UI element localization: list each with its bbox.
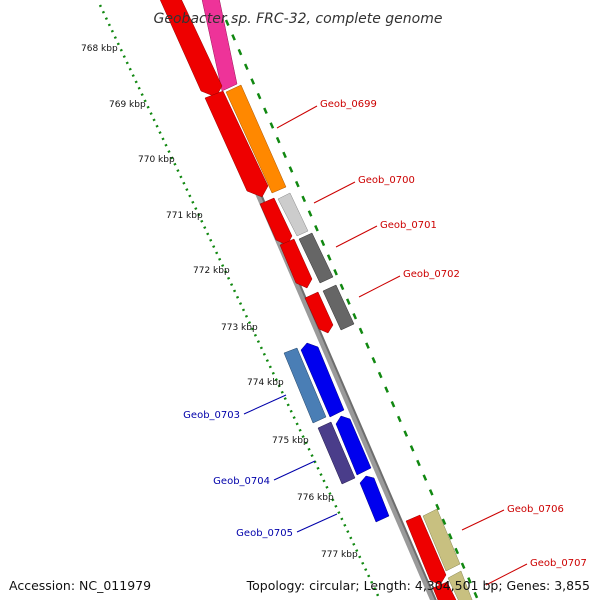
gene-label[interactable]: Geob_0703: [183, 410, 240, 421]
gene-feature[interactable]: [298, 232, 334, 284]
gene-label[interactable]: Geob_0702: [403, 269, 460, 280]
gene-feature[interactable]: [201, 0, 238, 92]
gene-label[interactable]: Geob_0700: [358, 175, 415, 186]
gene-feature[interactable]: [277, 192, 309, 237]
gene-label[interactable]: Geob_0706: [507, 504, 564, 515]
cds-feature[interactable]: [405, 514, 447, 586]
gene-feature[interactable]: [359, 475, 390, 523]
gene-feature[interactable]: [335, 415, 372, 476]
cds-feature[interactable]: [304, 291, 334, 334]
accession-text: Accession: NC_011979: [9, 578, 152, 593]
gene-label[interactable]: Geob_0707: [530, 558, 587, 569]
kbp-label: 777 kbp: [321, 550, 358, 560]
gene-feature[interactable]: [300, 342, 345, 418]
map-title: Geobacter sp. FRC-32, complete genome: [154, 11, 443, 27]
inner-tick-rail: [98, 4, 382, 600]
kbp-label: 773 kbp: [221, 323, 258, 333]
gene-feature[interactable]: [422, 508, 461, 572]
kbp-label: 770 kbp: [138, 155, 175, 165]
kbp-label: 774 kbp: [247, 378, 284, 388]
kbp-label: 772 kbp: [193, 266, 230, 276]
gene-label[interactable]: Geob_0705: [236, 528, 293, 539]
gene-feature[interactable]: [283, 347, 327, 424]
genome-summary-text: Topology: circular; Length: 4,304,501 bp…: [246, 578, 590, 593]
forward-strand-features: [201, 0, 476, 600]
cds-features: [158, 0, 457, 600]
leader-lines: [243, 105, 528, 586]
gene-label[interactable]: Geob_0699: [320, 99, 377, 110]
cds-feature[interactable]: [158, 0, 223, 98]
reverse-gene-labels: Geob_0703 Geob_0704 Geob_0705: [183, 410, 293, 539]
kbp-label: 776 kbp: [297, 493, 334, 503]
kbp-label: 768 kbp: [81, 44, 118, 54]
cds-feature[interactable]: [279, 238, 313, 289]
cds-feature[interactable]: [204, 90, 269, 198]
gene-feature[interactable]: [447, 570, 476, 600]
forward-gene-labels: Geob_0699 Geob_0700 Geob_0701 Geob_0702 …: [320, 99, 587, 569]
cds-feature[interactable]: [259, 197, 293, 246]
kbp-label: 775 kbp: [272, 436, 309, 446]
kbp-label: 771 kbp: [166, 211, 203, 221]
cds-feature[interactable]: [432, 581, 457, 600]
gene-feature[interactable]: [317, 421, 356, 485]
reverse-strand-features: [283, 342, 390, 523]
gene-label[interactable]: Geob_0704: [213, 476, 270, 487]
kbp-label: 769 kbp: [109, 100, 146, 110]
kbp-tick-labels: 768 kbp 769 kbp 770 kbp 771 kbp 772 kbp …: [81, 44, 358, 560]
gene-feature[interactable]: [225, 84, 287, 194]
gene-label[interactable]: Geob_0701: [380, 220, 437, 231]
gene-feature[interactable]: [322, 284, 355, 331]
